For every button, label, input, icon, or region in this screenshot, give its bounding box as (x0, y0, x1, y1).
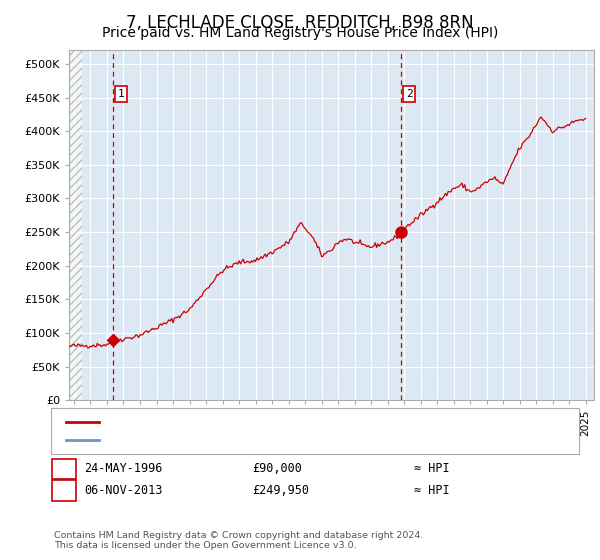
Text: £90,000: £90,000 (252, 462, 302, 475)
Text: £249,950: £249,950 (252, 483, 309, 497)
Text: ≈ HPI: ≈ HPI (414, 462, 449, 475)
Text: ≈ HPI: ≈ HPI (414, 483, 449, 497)
Text: 2: 2 (406, 89, 412, 99)
Text: Contains HM Land Registry data © Crown copyright and database right 2024.
This d: Contains HM Land Registry data © Crown c… (54, 530, 424, 550)
Text: 1: 1 (61, 462, 67, 475)
Text: 7, LECHLADE CLOSE, REDDITCH, B98 8RN (detached house): 7, LECHLADE CLOSE, REDDITCH, B98 8RN (de… (105, 417, 433, 427)
Text: 1: 1 (118, 89, 124, 99)
Text: Price paid vs. HM Land Registry's House Price Index (HPI): Price paid vs. HM Land Registry's House … (102, 26, 498, 40)
Text: HPI: Average price, detached house, Redditch: HPI: Average price, detached house, Redd… (105, 435, 355, 445)
Bar (69, 50, 82, 400)
Text: 24-MAY-1996: 24-MAY-1996 (84, 462, 163, 475)
Text: 7, LECHLADE CLOSE, REDDITCH, B98 8RN: 7, LECHLADE CLOSE, REDDITCH, B98 8RN (126, 14, 474, 32)
Text: 2: 2 (61, 483, 67, 497)
Text: 06-NOV-2013: 06-NOV-2013 (84, 483, 163, 497)
